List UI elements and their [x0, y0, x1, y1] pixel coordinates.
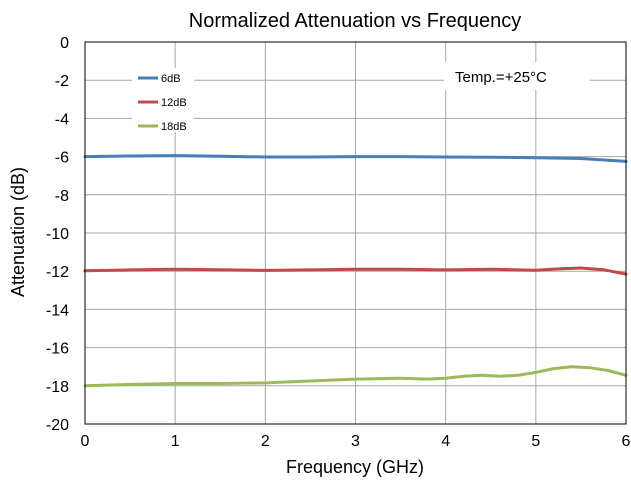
x-tick-label: 3	[351, 433, 360, 450]
y-tick-label: -6	[55, 150, 69, 167]
x-tick-label: 5	[531, 433, 540, 450]
y-tick-label: -20	[46, 417, 69, 434]
chart-title: Normalized Attenuation vs Frequency	[189, 10, 521, 32]
legend-label-18dB: 18dB	[161, 121, 187, 133]
x-axis-title: Frequency (GHz)	[286, 457, 424, 477]
series-line-6dB	[83, 154, 628, 163]
x-axis-ticks: 0 1 2 3 4 5 6	[81, 433, 631, 450]
temperature-annotation-text: Temp.=+25°C	[455, 69, 547, 86]
x-tick-label: 1	[171, 433, 180, 450]
x-tick-label: 4	[441, 433, 450, 450]
x-tick-label: 2	[261, 433, 270, 450]
series-line-12dB	[83, 266, 628, 276]
y-tick-label: -12	[46, 264, 69, 281]
legend-label-12dB: 12dB	[161, 97, 187, 109]
legend: 6dB 12dB 18dB	[132, 68, 194, 133]
x-tick-label: 0	[81, 433, 90, 450]
y-tick-label: -4	[55, 111, 69, 128]
annotation-background	[444, 62, 590, 90]
x-tick-label: 6	[622, 433, 631, 450]
y-axis-ticks: 0 -2 -4 -6 -8 -10 -12 -14 -16 -18 -20	[46, 35, 69, 434]
y-tick-label: -10	[46, 226, 69, 243]
y-tick-label: -14	[46, 302, 69, 319]
y-tick-label: -18	[46, 379, 69, 396]
temperature-annotation: Temp.=+25°C	[444, 62, 590, 90]
y-tick-label: 0	[60, 35, 69, 52]
legend-label-6dB: 6dB	[161, 73, 181, 85]
plot-frame	[84, 41, 627, 425]
y-tick-label: -2	[55, 73, 69, 90]
series-line-18dB	[83, 365, 628, 388]
y-tick-label: -16	[46, 341, 69, 358]
series-layer	[83, 154, 628, 388]
y-tick-label: -8	[55, 188, 69, 205]
y-axis-title: Attenuation (dB)	[8, 167, 28, 297]
